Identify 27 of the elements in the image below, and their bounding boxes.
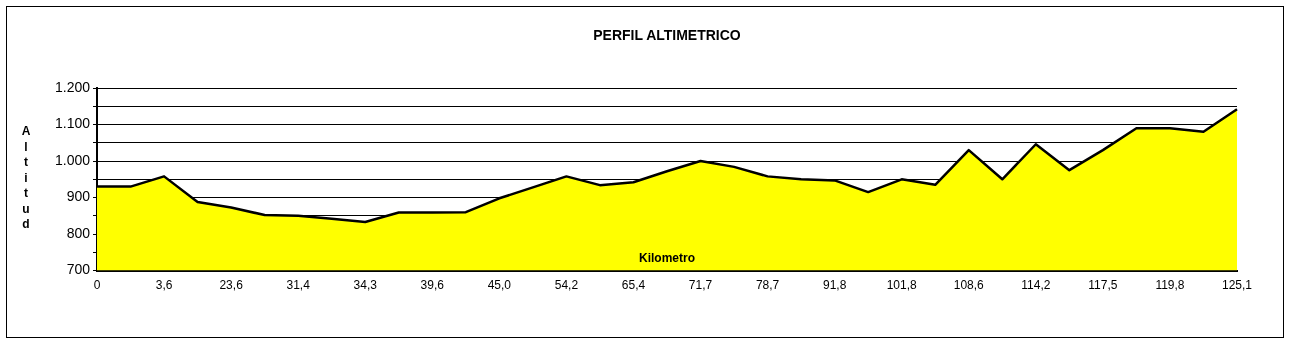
x-tick-label: 45,0 <box>487 278 512 293</box>
x-axis-title: Kilometro <box>638 250 696 265</box>
x-tick-label: 3,6 <box>155 278 173 293</box>
x-tick-label: 78,7 <box>755 278 780 293</box>
x-tick-label: 39,6 <box>420 278 445 293</box>
x-tick-label: 65,4 <box>621 278 646 293</box>
y-tick-label: 1.000 <box>54 151 91 168</box>
chart-title: PERFIL ALTIMETRICO <box>593 26 741 43</box>
x-tick-label: 23,6 <box>219 278 244 293</box>
x-tick-label: 71,7 <box>688 278 713 293</box>
x-tick-label: 34,3 <box>353 278 378 293</box>
x-tick-label: 117,5 <box>1088 278 1118 293</box>
x-tick-label: 125,1 <box>1221 278 1253 293</box>
y-axis-title: Altitud <box>21 124 31 232</box>
y-tick-label: 800 <box>66 224 91 241</box>
x-tick-label: 91,8 <box>822 278 847 293</box>
x-tick-label: 119,8 <box>1155 278 1185 293</box>
y-tick-label: 1.200 <box>54 78 91 95</box>
x-tick-label: 108,6 <box>953 278 985 293</box>
x-tick-label: 114,2 <box>1021 278 1051 293</box>
x-tick-label: 31,4 <box>286 278 311 293</box>
y-tick-label: 700 <box>66 261 91 278</box>
y-tick-label: 1.100 <box>54 115 91 132</box>
y-tick-label: 900 <box>66 188 91 205</box>
x-tick-label: 54,2 <box>554 278 579 293</box>
x-tick-label: 0 <box>93 278 101 293</box>
x-tick-label: 101,8 <box>886 278 918 293</box>
